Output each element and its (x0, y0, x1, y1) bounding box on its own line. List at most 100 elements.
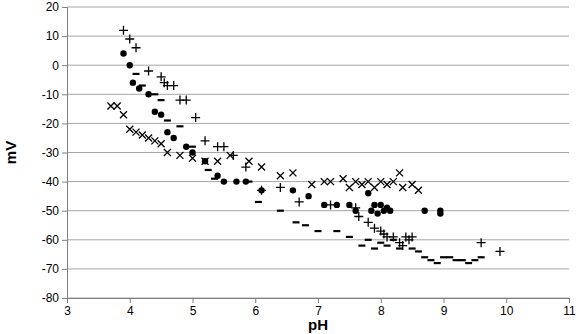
x-axis: 34567891011 (64, 298, 576, 318)
point (119, 26, 128, 35)
y-axis: -80-70-60-50-40-30-20-1001020 (42, 0, 68, 305)
tick-label: 6 (252, 304, 259, 318)
point (340, 175, 347, 182)
tick-label: 9 (441, 304, 448, 318)
grid-line (67, 210, 569, 211)
plot: 34567891011-80-70-60-50-40-30-20-1001020 (42, 0, 576, 317)
point (151, 93, 158, 95)
tick-mark (62, 36, 67, 37)
chart: 34567891011-80-70-60-50-40-30-20-1001020… (0, 0, 579, 334)
point (365, 178, 372, 185)
tick-mark (62, 298, 67, 299)
point (377, 242, 384, 244)
point (440, 256, 447, 258)
tick-mark (569, 298, 570, 303)
point (321, 202, 327, 208)
tick-mark (193, 298, 194, 303)
point (478, 256, 485, 258)
point (289, 169, 296, 176)
axis-line (68, 299, 570, 304)
point (387, 208, 393, 214)
point (158, 99, 165, 101)
point (277, 210, 284, 212)
point (120, 50, 126, 56)
point (189, 149, 195, 155)
point (221, 178, 227, 184)
tick-label: 10 (500, 304, 514, 318)
point (293, 221, 300, 223)
tick-mark (62, 7, 67, 8)
point (409, 247, 416, 249)
point (132, 43, 141, 52)
grid-line (67, 152, 569, 153)
point (276, 183, 285, 192)
tick-label: 4 (127, 304, 134, 318)
tick: 10 (500, 298, 514, 318)
point (459, 259, 466, 261)
grid (67, 7, 569, 298)
tick-label: 10 (46, 29, 60, 43)
grid-line (67, 239, 569, 240)
point (169, 81, 178, 90)
tick-label: 5 (190, 304, 197, 318)
tick-mark (62, 94, 67, 95)
point (170, 135, 176, 141)
point (390, 178, 397, 185)
tick: 0 (52, 59, 67, 73)
point (374, 210, 380, 216)
tick-mark (62, 211, 67, 212)
tick-label: 11 (563, 304, 576, 318)
point (346, 184, 353, 191)
point (421, 208, 427, 214)
point (127, 62, 133, 68)
point (421, 256, 428, 258)
point (227, 152, 234, 159)
point (182, 96, 191, 105)
point (202, 158, 209, 165)
tick-label: -30 (42, 146, 60, 160)
tick-mark (318, 298, 319, 303)
tick-mark (62, 182, 67, 183)
point (399, 184, 406, 191)
point (371, 184, 378, 191)
tick-label: -50 (42, 204, 60, 218)
point (164, 129, 170, 135)
tick: 20 (46, 0, 67, 14)
tick: -50 (42, 204, 67, 218)
point (446, 256, 453, 258)
tick: -70 (42, 262, 67, 276)
grid-line (67, 268, 569, 269)
point (408, 232, 417, 241)
point (409, 181, 416, 188)
point (384, 245, 391, 247)
point (334, 202, 340, 208)
point (396, 169, 403, 176)
point (371, 247, 378, 249)
point (176, 152, 183, 159)
point (437, 210, 443, 216)
grid-line (67, 36, 569, 37)
point (107, 102, 114, 109)
point (189, 146, 196, 148)
point (390, 239, 397, 241)
point (257, 186, 266, 195)
point (308, 181, 315, 188)
point (183, 143, 189, 149)
tick-label: 0 (52, 59, 59, 73)
point (389, 232, 398, 241)
tick: 8 (378, 298, 385, 318)
tick-label: -60 (42, 233, 60, 247)
tick-mark (62, 240, 67, 241)
point (152, 109, 158, 115)
tick: -40 (42, 175, 67, 189)
x-axis-title: pH (308, 316, 328, 333)
grid-line (67, 65, 569, 66)
point (145, 91, 151, 97)
tick-mark (444, 298, 445, 303)
series (119, 26, 505, 256)
series (107, 102, 421, 193)
point (120, 111, 127, 118)
tick: 7 (315, 298, 322, 318)
point (158, 111, 164, 117)
tick-label: -20 (42, 117, 60, 131)
